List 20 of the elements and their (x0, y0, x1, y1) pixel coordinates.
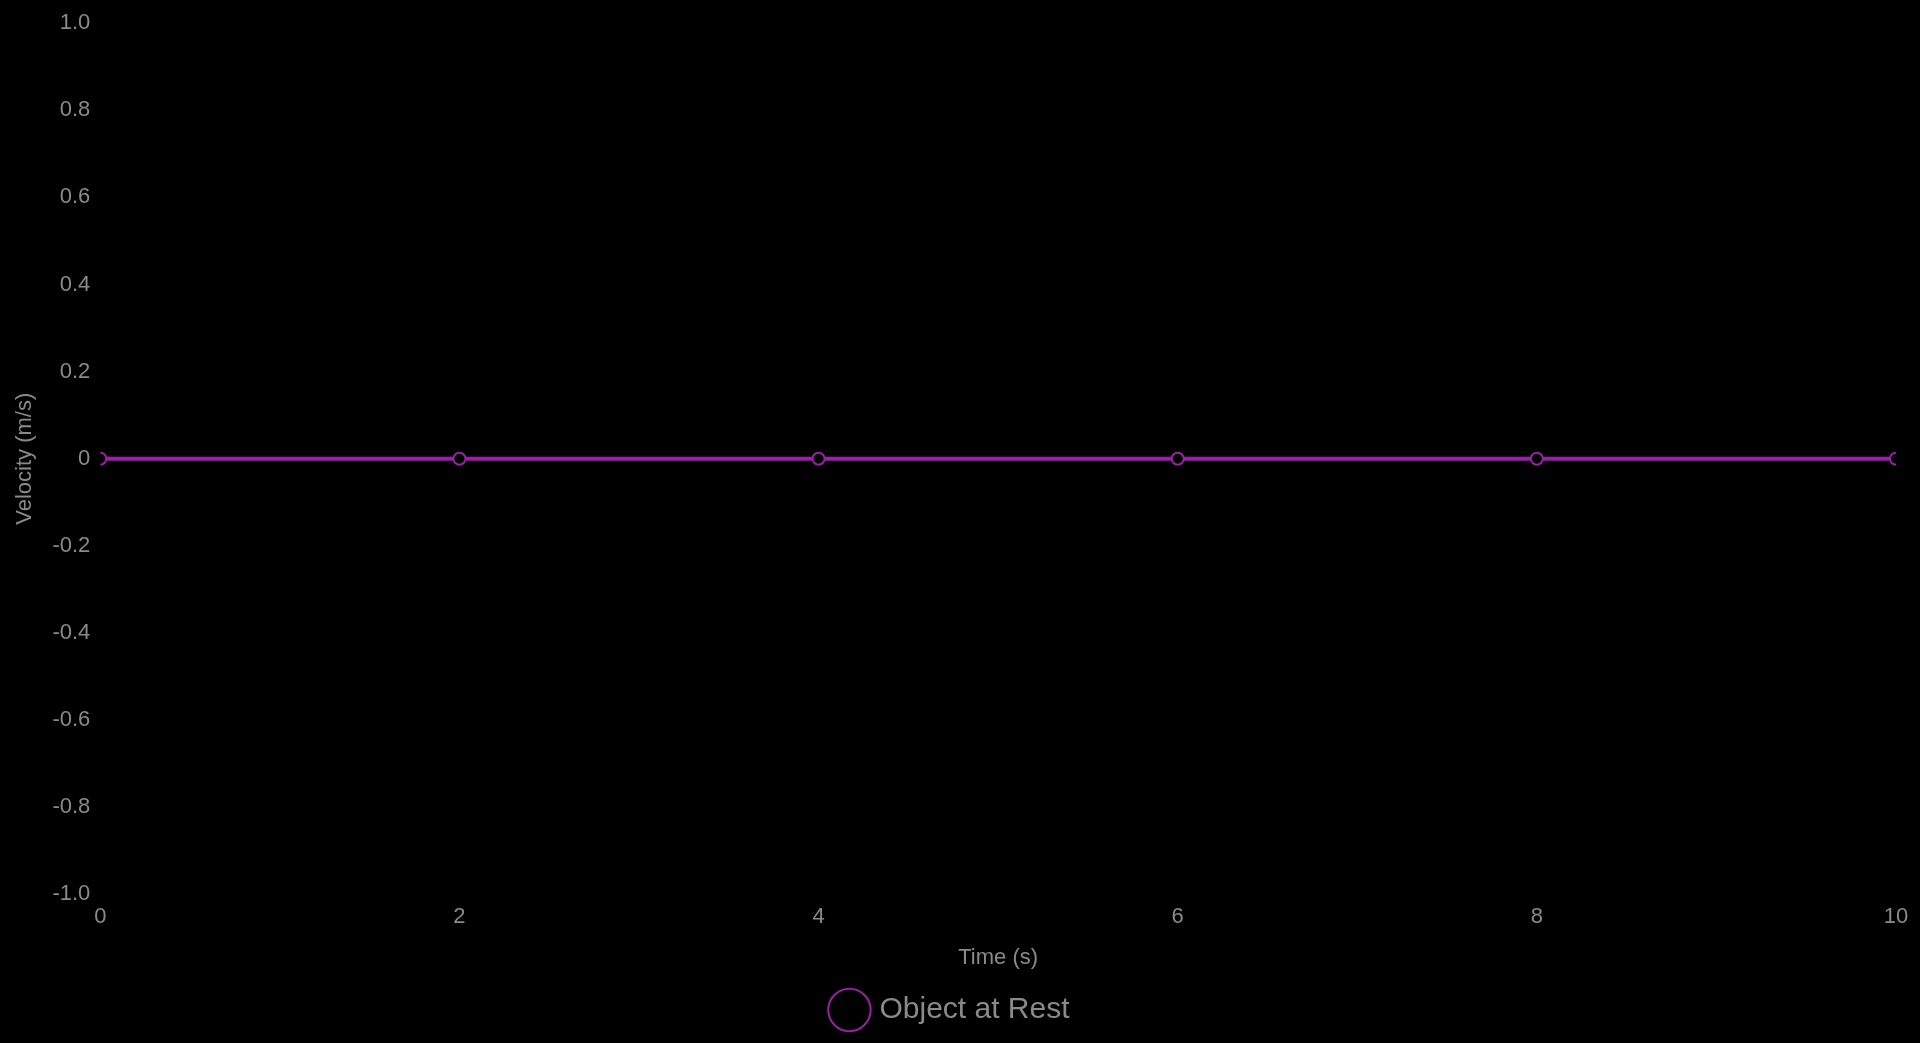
y-tick-label: -0.6 (52, 706, 91, 732)
x-tick-label: 0 (94, 903, 107, 929)
y-tick-label: -1.0 (52, 880, 91, 906)
x-tick-label: 4 (812, 903, 825, 929)
legend-label: Object at Rest (879, 991, 1071, 1025)
y-tick-label: 0.6 (59, 183, 91, 209)
y-tick-label: -0.4 (52, 618, 91, 644)
x-axis-title: Time (s) (958, 943, 1039, 969)
y-tick-label: -0.8 (52, 793, 91, 819)
y-axis-title: Velocity (m/s) (11, 392, 37, 525)
x-tick-label: 10 (1883, 903, 1909, 929)
y-tick-label: 0.8 (59, 96, 91, 122)
x-tick-label: 8 (1530, 903, 1543, 929)
y-tick-label: 0.2 (59, 357, 91, 383)
y-tick-label: 0.4 (59, 270, 91, 296)
x-tick-label: 2 (453, 903, 466, 929)
y-tick-label: -0.2 (52, 531, 91, 557)
y-tick-label: 0 (78, 444, 91, 470)
y-tick-label: 1.0 (59, 9, 91, 35)
x-tick-label: 6 (1171, 903, 1184, 929)
